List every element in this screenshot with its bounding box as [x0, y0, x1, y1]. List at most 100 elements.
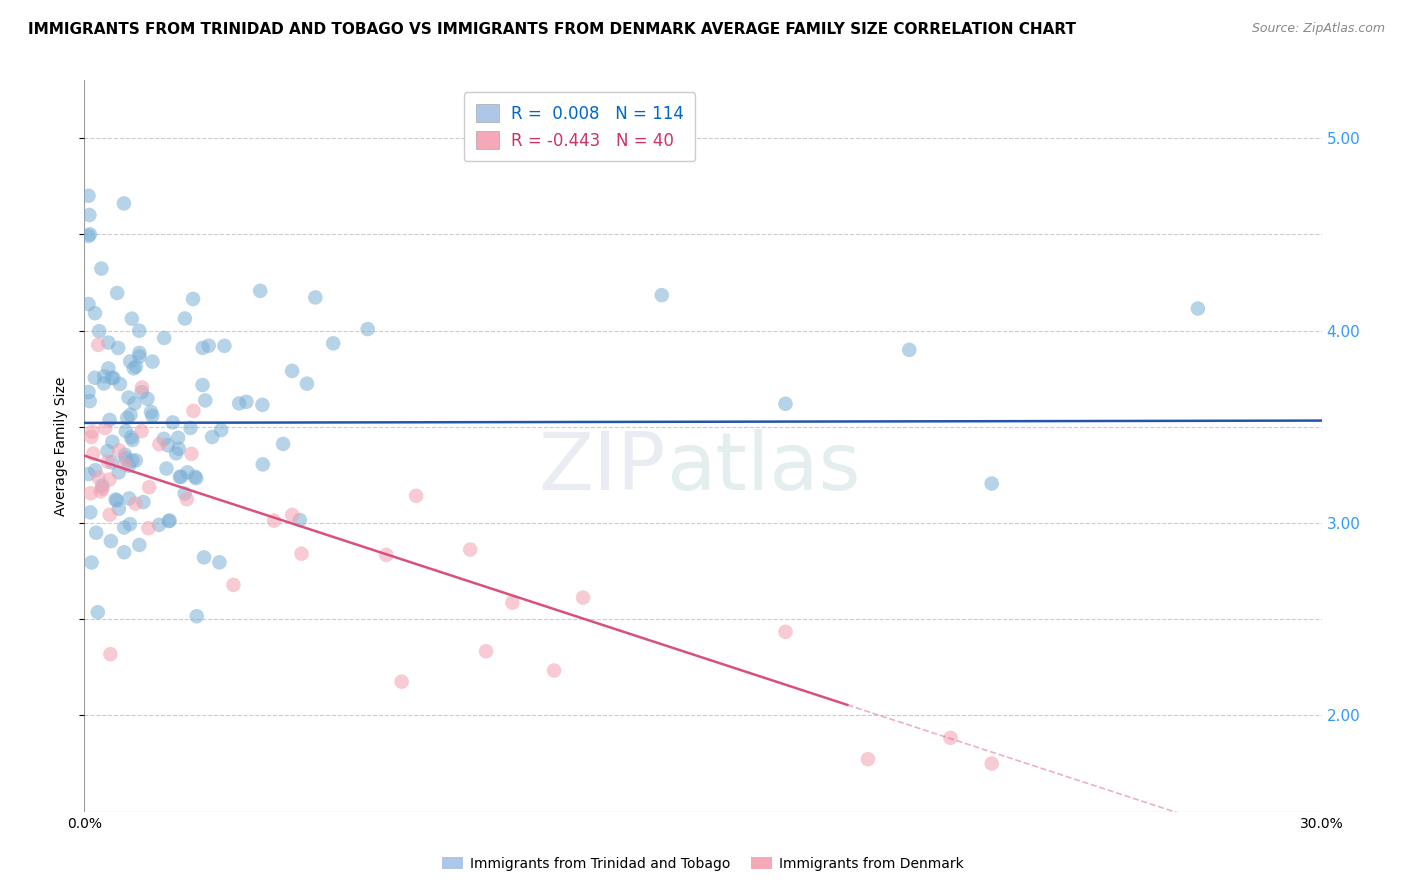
Point — [118, 517, 141, 532]
Point — [121, 453, 143, 467]
Point — [77, 297, 100, 311]
Point — [105, 285, 128, 300]
Point — [84, 306, 107, 320]
Point — [138, 480, 160, 494]
Point — [97, 444, 120, 458]
Point — [153, 331, 176, 345]
Point — [80, 486, 103, 500]
Point — [170, 469, 193, 483]
Point — [97, 335, 120, 350]
Point — [322, 336, 344, 351]
Point — [104, 492, 127, 507]
Point — [77, 385, 100, 400]
Point — [148, 517, 170, 532]
Point — [118, 491, 141, 506]
Point — [100, 534, 122, 549]
Point — [214, 339, 236, 353]
Text: ZIP: ZIP — [538, 429, 666, 507]
Point — [651, 288, 673, 302]
Point — [136, 392, 159, 406]
Point — [77, 188, 100, 202]
Point — [97, 361, 120, 376]
Point — [89, 324, 111, 338]
Point — [114, 424, 136, 438]
Point — [80, 556, 103, 570]
Point — [79, 394, 101, 409]
Point — [475, 644, 498, 658]
Text: IMMIGRANTS FROM TRINIDAD AND TOBAGO VS IMMIGRANTS FROM DENMARK AVERAGE FAMILY SI: IMMIGRANTS FROM TRINIDAD AND TOBAGO VS I… — [28, 22, 1076, 37]
Point — [155, 461, 177, 475]
Point — [114, 448, 136, 462]
Point — [122, 361, 145, 376]
Point — [108, 443, 131, 458]
Text: atlas: atlas — [666, 429, 860, 507]
Point — [124, 497, 146, 511]
Text: Source: ZipAtlas.com: Source: ZipAtlas.com — [1251, 22, 1385, 36]
Point — [121, 311, 143, 326]
Point — [108, 501, 131, 516]
Point — [148, 437, 170, 451]
Point — [98, 508, 121, 522]
Point — [105, 493, 128, 508]
Point — [1187, 301, 1209, 316]
Point — [108, 376, 131, 391]
Legend: Immigrants from Trinidad and Tobago, Immigrants from Denmark: Immigrants from Trinidad and Tobago, Imm… — [437, 851, 969, 876]
Point — [263, 514, 285, 528]
Point — [191, 341, 214, 355]
Point — [165, 446, 187, 460]
Point — [87, 338, 110, 352]
Point — [898, 343, 921, 357]
Point — [120, 408, 142, 422]
Y-axis label: Average Family Size: Average Family Size — [55, 376, 69, 516]
Point — [82, 425, 104, 439]
Point — [118, 458, 141, 473]
Point — [356, 322, 378, 336]
Point — [112, 196, 135, 211]
Point — [125, 453, 148, 467]
Point — [107, 341, 129, 355]
Point — [125, 359, 148, 374]
Point — [167, 442, 190, 456]
Point — [193, 550, 215, 565]
Point — [84, 525, 107, 540]
Point — [83, 371, 105, 385]
Point — [93, 376, 115, 391]
Point — [183, 404, 205, 418]
Point — [114, 451, 136, 466]
Point — [194, 393, 217, 408]
Point — [391, 674, 413, 689]
Point — [124, 396, 146, 410]
Point — [295, 376, 318, 391]
Point — [82, 446, 104, 460]
Point — [128, 346, 150, 360]
Point — [117, 391, 139, 405]
Point — [169, 470, 191, 484]
Point — [252, 398, 274, 412]
Point — [197, 339, 219, 353]
Point — [90, 261, 112, 276]
Point — [157, 514, 180, 528]
Point — [91, 482, 114, 496]
Point — [98, 473, 121, 487]
Point — [235, 394, 257, 409]
Point — [103, 371, 125, 385]
Point — [107, 466, 129, 480]
Point — [93, 369, 115, 384]
Point — [543, 664, 565, 678]
Point — [458, 542, 481, 557]
Point — [131, 385, 153, 400]
Point — [173, 486, 195, 500]
Point — [228, 396, 250, 410]
Point — [288, 513, 311, 527]
Point — [77, 229, 100, 244]
Point — [281, 508, 304, 522]
Point — [121, 433, 143, 447]
Point — [201, 430, 224, 444]
Point — [112, 520, 135, 534]
Point — [186, 471, 208, 485]
Point — [572, 591, 595, 605]
Point — [138, 521, 160, 535]
Point — [159, 514, 181, 528]
Point — [112, 545, 135, 559]
Point — [90, 484, 112, 499]
